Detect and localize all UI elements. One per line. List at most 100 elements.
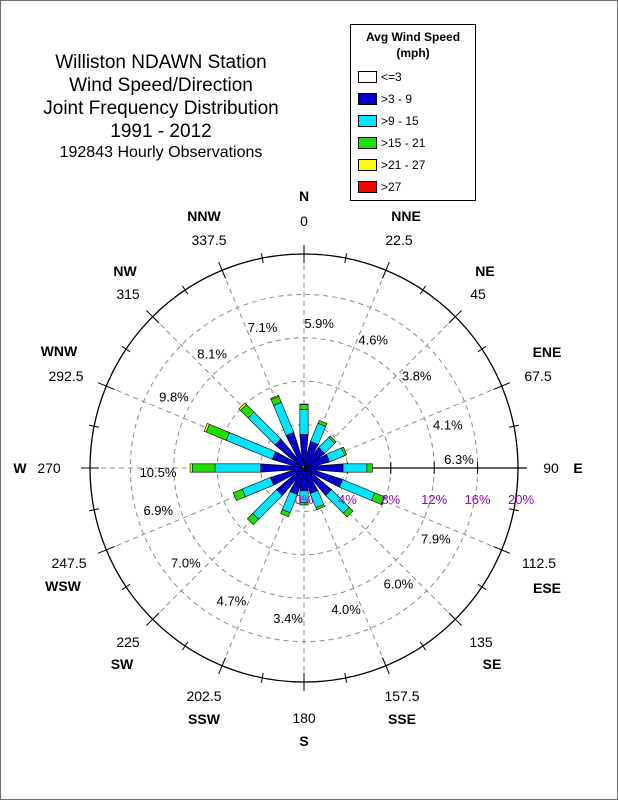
outer-tick: [121, 345, 131, 353]
outer-tick: [508, 424, 519, 428]
bar-segment: [317, 419, 328, 427]
frequency-label: 10.5%: [140, 465, 177, 480]
compass-direction-label: N: [299, 188, 309, 204]
outer-tick: [145, 612, 160, 627]
radial-tick-label: 0%: [295, 492, 314, 507]
legend-item-9-15: >9 - 15: [358, 114, 419, 128]
frequency-label: 9.8%: [159, 389, 189, 404]
bar-segment: [232, 488, 246, 501]
outer-tick: [419, 285, 427, 295]
frequency-label: 4.6%: [358, 333, 388, 348]
outer-tick: [89, 508, 100, 512]
legend-item-3-9: >3 - 9: [358, 92, 412, 106]
degree-label: 202.5: [186, 688, 221, 704]
outer-tick: [260, 253, 264, 264]
radial-tick-label: 16%: [465, 492, 491, 507]
frequency-label: 6.0%: [384, 577, 414, 592]
legend-item-over-27: >27: [358, 180, 401, 194]
bar-segment: [315, 504, 325, 511]
frequency-label: 6.9%: [143, 503, 173, 518]
frequency-label: 4.0%: [331, 602, 361, 617]
bar-segment: [326, 447, 346, 463]
outer-tick: [493, 382, 511, 391]
legend-item-15-21: >15 - 21: [358, 136, 425, 150]
degree-label: 180: [292, 710, 316, 726]
bar-segment: [342, 463, 368, 473]
legend-swatch: [358, 180, 377, 193]
bar-segment: [191, 463, 216, 473]
outer-tick: [493, 545, 511, 554]
outer-tick: [477, 345, 487, 353]
bar-segment: [238, 402, 247, 411]
radial-tick-label: 12%: [421, 492, 447, 507]
outer-tick: [381, 657, 390, 675]
compass-direction-label: WNW: [41, 343, 78, 359]
outer-tick: [97, 545, 115, 554]
legend-label: <=3: [381, 70, 402, 84]
compass-direction-label: W: [13, 460, 27, 476]
title-line-3: Joint Frequency Distribution: [43, 98, 279, 119]
degree-label: 315: [116, 286, 140, 302]
bar-segment: [299, 403, 309, 405]
outer-tick: [89, 424, 100, 428]
legend-label: >27: [381, 180, 402, 194]
outer-tick: [218, 261, 227, 279]
bar-segment: [328, 435, 337, 444]
title-line-2: Wind Speed/Direction: [69, 75, 253, 96]
frequency-label: 7.9%: [421, 532, 451, 547]
compass-direction-label: ENE: [533, 344, 562, 360]
compass-direction-label: E: [573, 460, 582, 476]
compass-direction-label: SW: [111, 656, 134, 672]
bar-segment: [203, 423, 210, 433]
outer-tick: [344, 253, 348, 264]
bar-segment: [310, 422, 327, 445]
compass-direction-label: SE: [483, 656, 502, 672]
bar-segment: [299, 502, 309, 506]
frequency-label: 5.9%: [304, 316, 334, 331]
frequency-label: 4.7%: [217, 594, 247, 609]
bar-segment: [270, 394, 280, 400]
radial-tick-label: 8%: [381, 492, 400, 507]
legend-title-line-1: Avg Wind Speed: [365, 30, 461, 44]
bar-segment: [380, 496, 386, 506]
compass-direction-label: WSW: [45, 578, 82, 594]
compass-direction-label: S: [299, 733, 308, 749]
compass-direction-label: NNE: [391, 208, 421, 224]
outer-tick: [97, 382, 115, 391]
frequency-label: 4.1%: [433, 417, 463, 432]
legend-label: >21 - 27: [381, 158, 426, 172]
frequency-label: 7.1%: [248, 320, 278, 335]
degree-label: 135: [469, 634, 493, 650]
degree-label: 157.5: [384, 688, 419, 704]
frequency-label: 6.3%: [444, 452, 474, 467]
compass-direction-label: ESE: [533, 580, 561, 596]
outer-tick: [344, 672, 348, 683]
title-line-1: Williston NDAWN Station: [55, 52, 267, 73]
legend-title-line-2: (mph): [396, 46, 430, 60]
degree-label: 0: [300, 213, 308, 229]
legend-item-calm: <=3: [358, 70, 402, 84]
legend-label: >15 - 21: [381, 136, 426, 150]
legend-label: >9 - 15: [381, 114, 419, 128]
compass-direction-label: SSE: [388, 711, 416, 727]
compass-direction-label: NNW: [187, 208, 221, 224]
outer-tick: [448, 612, 463, 627]
bar-segment: [299, 404, 309, 410]
degree-label: 292.5: [48, 368, 83, 384]
degree-label: 112.5: [522, 555, 556, 571]
legend-swatch: [358, 158, 377, 171]
bar-segment: [214, 463, 261, 473]
bar-segment: [341, 446, 348, 457]
bar-segment: [366, 463, 373, 473]
outer-tick: [181, 285, 189, 295]
frequency-label: 7.0%: [171, 556, 201, 571]
legend-swatch: [358, 70, 377, 83]
bar-segment: [246, 512, 260, 526]
bar-segment: [299, 409, 309, 435]
outer-tick: [121, 583, 131, 591]
bar-segment: [342, 506, 354, 518]
degree-label: 225: [116, 634, 140, 650]
legend-swatch: [358, 92, 377, 105]
chart-title: Williston NDAWN Station Wind Speed/Direc…: [16, 51, 306, 163]
